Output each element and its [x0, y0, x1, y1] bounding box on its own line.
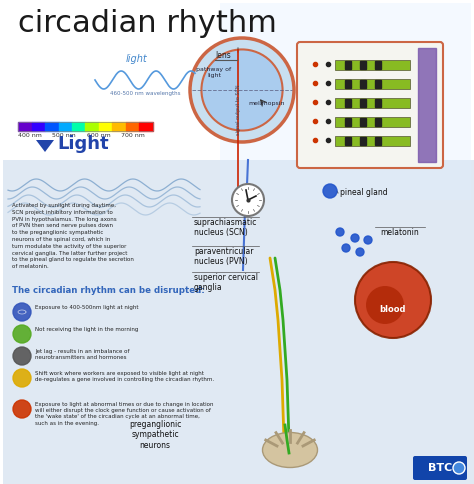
Circle shape	[13, 303, 31, 321]
Circle shape	[201, 49, 283, 131]
Bar	[360, 61, 366, 69]
Bar	[345, 137, 351, 145]
Bar	[335, 136, 410, 146]
Bar	[112, 122, 126, 131]
Text: Exposure to 400-500nm light at night: Exposure to 400-500nm light at night	[35, 305, 138, 310]
Circle shape	[366, 286, 404, 324]
Polygon shape	[3, 160, 474, 484]
Bar	[335, 60, 410, 70]
Text: Not receiving the light in the morning: Not receiving the light in the morning	[35, 327, 138, 332]
Text: 460-500 nm wavelengths: 460-500 nm wavelengths	[110, 91, 181, 96]
Bar	[360, 99, 366, 107]
Circle shape	[13, 325, 31, 343]
Bar	[375, 118, 381, 126]
Circle shape	[13, 400, 31, 418]
Text: melanopsin: melanopsin	[248, 101, 284, 106]
Bar	[345, 80, 351, 88]
Bar	[72, 122, 85, 131]
Bar	[418, 48, 436, 162]
Bar	[45, 122, 58, 131]
Bar	[58, 122, 72, 131]
Text: Shift work where workers are exposed to visible light at night
de-regulates a ge: Shift work where workers are exposed to …	[35, 371, 214, 382]
FancyBboxPatch shape	[413, 456, 467, 480]
Circle shape	[342, 244, 350, 252]
Text: Light: Light	[57, 135, 109, 153]
Bar	[139, 122, 153, 131]
Text: superior cervical
ganglia: superior cervical ganglia	[194, 273, 258, 292]
Text: pathway of
light: pathway of light	[196, 67, 232, 78]
Polygon shape	[36, 140, 54, 152]
Bar	[360, 118, 366, 126]
Bar	[335, 79, 410, 89]
Bar	[31, 122, 45, 131]
Text: preganglionic
sympathetic
neurons: preganglionic sympathetic neurons	[129, 420, 181, 450]
Bar	[126, 122, 139, 131]
Text: BTC: BTC	[428, 463, 452, 473]
Bar	[335, 98, 410, 108]
Bar	[18, 122, 31, 131]
Text: light: light	[126, 54, 148, 64]
Text: 700 nm: 700 nm	[121, 133, 145, 138]
Text: Exposure to light at abnormal times or due to change in location
will either dis: Exposure to light at abnormal times or d…	[35, 402, 213, 425]
Circle shape	[453, 462, 465, 474]
Circle shape	[13, 369, 31, 387]
Bar	[375, 61, 381, 69]
Text: blood: blood	[380, 305, 406, 315]
Text: Activated by sunlight during daytime,
SCN project inhibitory information to
PVN : Activated by sunlight during daytime, SC…	[12, 203, 134, 269]
Bar	[375, 99, 381, 107]
Circle shape	[364, 236, 372, 244]
Circle shape	[355, 262, 431, 338]
Polygon shape	[220, 3, 471, 200]
Bar	[375, 137, 381, 145]
Circle shape	[323, 184, 337, 198]
Text: lens: lens	[215, 51, 231, 60]
Text: Jet lag - results in an imbalance of
neurotransmitters and hormones: Jet lag - results in an imbalance of neu…	[35, 349, 129, 360]
Bar	[360, 80, 366, 88]
Ellipse shape	[263, 433, 318, 468]
Bar	[99, 122, 112, 131]
Bar	[345, 118, 351, 126]
Text: 600 nm: 600 nm	[87, 133, 111, 138]
Text: suprachiasmatic
nucleus (SCN): suprachiasmatic nucleus (SCN)	[194, 218, 257, 237]
Text: signal output to SCN: signal output to SCN	[237, 84, 241, 135]
Bar	[345, 99, 351, 107]
Circle shape	[13, 347, 31, 365]
Bar	[375, 80, 381, 88]
Text: The circadian rhythm can be disrupted:: The circadian rhythm can be disrupted:	[12, 286, 205, 295]
Circle shape	[190, 38, 294, 142]
Bar	[85, 122, 99, 131]
Text: pineal gland: pineal gland	[340, 188, 388, 197]
Text: 400 nm: 400 nm	[18, 133, 42, 138]
Text: circadian rhythm: circadian rhythm	[18, 9, 277, 38]
Text: paraventricular
nucleus (PVN): paraventricular nucleus (PVN)	[194, 247, 254, 266]
FancyBboxPatch shape	[297, 42, 443, 168]
Bar	[335, 117, 410, 127]
Bar	[345, 61, 351, 69]
Text: 500 nm: 500 nm	[52, 133, 76, 138]
Circle shape	[356, 248, 364, 256]
Bar	[360, 137, 366, 145]
Text: melatonin: melatonin	[380, 228, 419, 237]
Circle shape	[336, 228, 344, 236]
Bar	[18, 122, 153, 131]
Circle shape	[351, 234, 359, 242]
Circle shape	[232, 184, 264, 216]
